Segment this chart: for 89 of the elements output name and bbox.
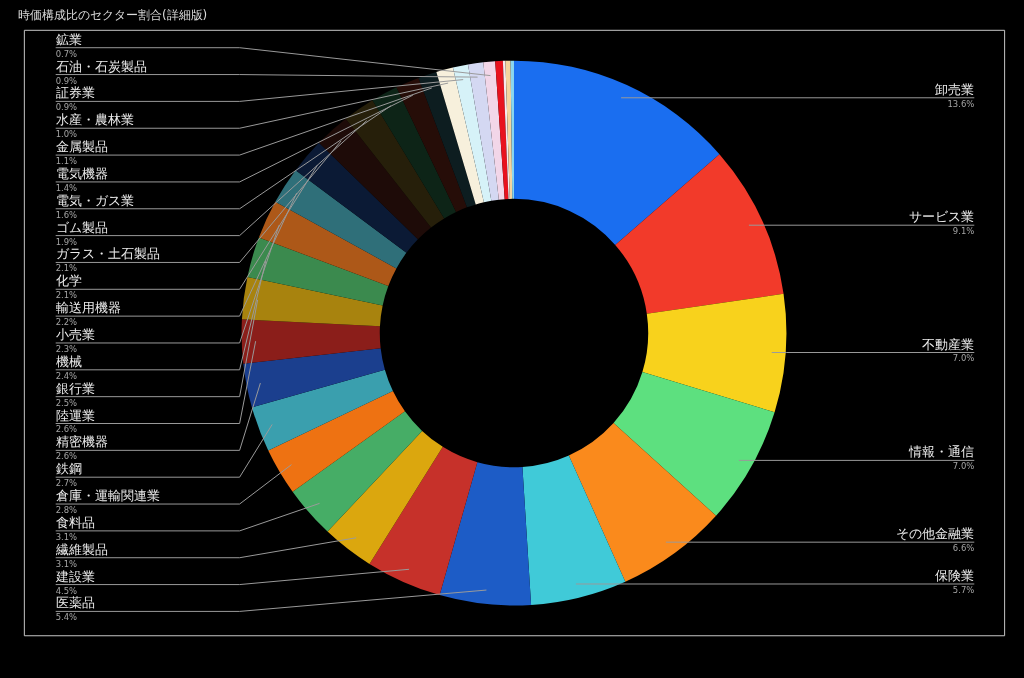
slice-label: 小売業 <box>55 327 95 342</box>
slice-label: 保険業 <box>935 568 975 584</box>
donut-slice <box>268 390 405 492</box>
donut-slice <box>318 118 432 240</box>
donut-slice <box>505 60 513 199</box>
donut-slice <box>642 293 787 413</box>
data-label: 1.1% <box>55 156 78 167</box>
donut-slice <box>241 276 383 327</box>
donut-slice <box>522 455 626 605</box>
donut-slice <box>615 154 784 314</box>
donut-slice <box>295 142 418 253</box>
data-label: 1.0% <box>55 129 78 140</box>
data-label: 2.4% <box>55 370 78 381</box>
slice-label: 証券業 <box>55 85 95 101</box>
donut-slice <box>502 60 510 199</box>
slice-label: 繊維製品 <box>54 541 108 557</box>
slice-label: 銀行業 <box>55 380 95 396</box>
slice-label: 卸売業 <box>935 81 975 97</box>
data-label: 2.3% <box>55 343 78 354</box>
donut-slice <box>483 61 505 200</box>
data-label: 9.1% <box>952 226 975 237</box>
donut-slice <box>452 64 492 203</box>
data-label: 0.9% <box>55 102 78 113</box>
data-label: 3.1% <box>55 558 78 569</box>
slice-label: 金属製品 <box>55 139 108 155</box>
data-label: 2.1% <box>55 263 78 274</box>
donut-slice <box>613 372 775 516</box>
donut-slice <box>275 170 407 269</box>
data-label: 7.0% <box>952 353 975 364</box>
donut-slice <box>513 60 720 245</box>
donut-slice <box>439 462 532 606</box>
data-label: 13.6% <box>947 98 975 109</box>
slice-label: 化学 <box>55 273 82 289</box>
data-label: 6.6% <box>952 543 975 554</box>
slice-label: 情報・通信 <box>908 444 975 460</box>
data-label: 4.5% <box>55 585 78 596</box>
slice-label: 陸運業 <box>55 407 95 423</box>
data-label: 2.6% <box>55 451 78 462</box>
donut-slice <box>369 446 478 596</box>
donut-slice <box>495 60 509 200</box>
slice-label: サービス業 <box>909 209 975 225</box>
slice-label: 食料品 <box>55 514 95 530</box>
data-label: 1.6% <box>55 209 78 220</box>
slice-label: 医薬品 <box>55 595 95 611</box>
donut-slice <box>251 369 393 451</box>
data-label: 0.7% <box>55 48 78 59</box>
data-label: 2.8% <box>55 504 78 515</box>
data-label: 0.9% <box>55 75 78 86</box>
data-label: 7.0% <box>952 461 975 472</box>
donut-slice <box>241 319 381 364</box>
donut-slice <box>327 430 443 564</box>
data-label: 2.6% <box>55 424 78 435</box>
slice-label: 建設業 <box>54 568 95 584</box>
slice-label: 電気機器 <box>55 165 108 181</box>
data-label: 3.1% <box>55 531 78 542</box>
data-label: 5.7% <box>952 584 975 595</box>
slice-label: 石油・石炭製品 <box>55 58 147 74</box>
donut-slice <box>568 423 717 582</box>
slice-label: 水産・農林業 <box>55 112 134 128</box>
slice-label: その他金融業 <box>896 526 975 542</box>
donut-slice <box>510 60 514 199</box>
donut-slice <box>247 237 389 306</box>
donut-slice <box>396 77 467 212</box>
donut-slice <box>345 100 445 228</box>
data-label: 1.4% <box>55 182 78 193</box>
donut-slice <box>418 71 476 208</box>
donut-slice <box>468 62 499 201</box>
data-label: 2.5% <box>55 397 78 408</box>
slice-label: 鉄鋼 <box>55 461 82 477</box>
chart-title: 時価構成比のセクター割合(詳細版) <box>17 7 208 22</box>
donut-slice <box>258 201 397 286</box>
slice-label: ガラス・土石製品 <box>55 246 160 262</box>
slice-label: 不動産業 <box>922 336 975 352</box>
data-label: 2.2% <box>55 317 78 328</box>
data-label: 5.4% <box>55 612 78 623</box>
donut-slice <box>436 67 484 205</box>
slice-label: 機械 <box>55 353 82 369</box>
slice-label: 電気・ガス業 <box>55 192 134 208</box>
slice-label: ゴム製品 <box>55 219 108 235</box>
donut-slice <box>243 348 385 408</box>
slice-label: 輸送用機器 <box>55 300 121 316</box>
data-label: 2.1% <box>55 290 78 301</box>
data-label: 1.9% <box>55 236 78 247</box>
donut-slice <box>292 411 423 532</box>
data-label: 2.7% <box>55 478 78 489</box>
slice-label: 鉱業 <box>55 31 82 47</box>
slice-label: 倉庫・運輸関連業 <box>55 488 160 504</box>
slice-label: 精密機器 <box>55 434 108 450</box>
donut-slice <box>372 87 457 219</box>
